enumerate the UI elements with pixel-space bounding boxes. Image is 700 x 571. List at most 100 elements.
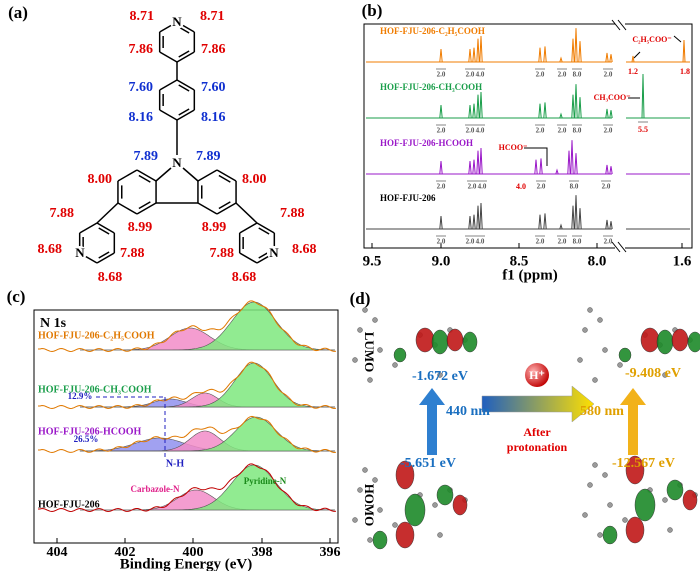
arrow-text: After — [523, 425, 551, 439]
xps-trace — [38, 361, 337, 410]
atom — [377, 347, 383, 353]
xps-trace — [38, 300, 337, 353]
atom — [392, 522, 398, 528]
atom — [357, 327, 363, 333]
orbital-lobe — [395, 460, 415, 490]
integral-label: 8.0 — [573, 238, 582, 246]
break-mark — [611, 241, 621, 253]
annotation: 12.9% — [68, 391, 93, 401]
x-tick-label: 9.0 — [432, 253, 451, 269]
trace-name: HOF-FJU-206-CH₃COOH — [380, 82, 482, 92]
chemical-shift: 7.88 — [280, 206, 305, 221]
ring-bond — [216, 169, 237, 182]
x-tick-label: 8.0 — [588, 253, 607, 269]
orbital-lobe — [687, 331, 700, 353]
orbital-lobe — [446, 328, 464, 352]
chemical-shift: 7.88 — [210, 246, 235, 261]
annotation: 1.2 — [628, 67, 638, 76]
ring-bond — [159, 79, 178, 91]
ring-bond — [117, 169, 138, 182]
atom — [352, 357, 358, 363]
orbital-lobe — [666, 479, 684, 501]
integral-label: 2.0 — [466, 71, 475, 79]
integral-label: 2.0 — [466, 238, 475, 246]
axis-break — [615, 20, 625, 252]
x-tick-label: 398 — [252, 545, 273, 560]
chemical-shift: 8.16 — [201, 110, 226, 125]
atom — [432, 502, 438, 508]
break-mark — [617, 241, 627, 253]
chemical-shift: 7.89 — [134, 149, 159, 164]
ring-bond — [136, 202, 157, 215]
annotation: N-H — [166, 458, 185, 469]
chemical-shift: 8.68 — [292, 242, 317, 257]
orbital-label: LUMO — [362, 332, 377, 372]
annotation: Carbazole-N — [131, 484, 180, 494]
atom — [597, 532, 603, 538]
annotation: 26.5% — [74, 434, 99, 444]
ring-bond — [216, 202, 237, 215]
integral-label: 2.0 — [558, 71, 567, 79]
chemical-shift: 8.00 — [242, 172, 267, 187]
integral-label: 2.0 — [558, 127, 567, 135]
chemical-shift: 8.68 — [232, 270, 257, 285]
integral-label: 2.0 — [558, 238, 567, 246]
integral-label: 2.0 — [602, 183, 611, 191]
integral-label: 2.0 — [536, 71, 545, 79]
integral-label: 2.0 — [437, 238, 446, 246]
atom — [602, 347, 608, 353]
atom — [437, 532, 443, 538]
atom — [367, 537, 373, 543]
panel-label: (b) — [362, 1, 383, 20]
chemical-shift: 8.00 — [88, 172, 113, 187]
atom — [602, 472, 608, 478]
atom — [582, 512, 588, 518]
integral-label: 2.0 — [604, 71, 613, 79]
ring-bond — [239, 252, 258, 264]
chemical-shift: 7.89 — [196, 149, 221, 164]
double-bond — [178, 84, 190, 92]
atom — [587, 482, 593, 488]
plot-frame — [363, 23, 693, 249]
bond — [182, 167, 199, 182]
orbital-lobe — [634, 488, 656, 522]
orbital-lobe — [395, 521, 415, 549]
atom-label: N — [75, 245, 85, 260]
annotation: 1.8 — [680, 67, 690, 76]
integral-label: 2.0 — [604, 238, 613, 246]
orbital-lobe — [372, 530, 388, 550]
chemical-shift: 8.68 — [98, 270, 123, 285]
panel-label: (c) — [7, 287, 26, 306]
xps-trace — [38, 463, 337, 513]
orbital-lobe — [682, 489, 698, 511]
x-axis-label: Binding Energy (eV) — [120, 556, 253, 571]
orbital-lobe — [452, 494, 468, 516]
nmr-trace — [366, 84, 613, 119]
orbital-lobe — [602, 525, 618, 545]
integral-label: 2.0 — [536, 127, 545, 135]
nmr-trace — [366, 195, 613, 230]
bond — [96, 202, 119, 224]
atom — [587, 307, 593, 313]
orbital-lobe — [462, 331, 478, 353]
xps-trace — [38, 415, 337, 454]
orbital-lobe — [415, 327, 435, 353]
atom — [582, 327, 588, 333]
ring-bond — [197, 202, 218, 215]
annotation: 5.5 — [638, 125, 648, 134]
nmr-trace — [366, 140, 613, 175]
transition-arrow — [419, 388, 445, 455]
ring-bond — [96, 252, 115, 264]
chemical-shift: 7.60 — [129, 80, 154, 95]
x-axis-label: f1 (ppm) — [502, 267, 557, 283]
orbital-lobe — [404, 493, 426, 527]
integral-label: 2.0 — [604, 127, 613, 135]
annotation: C₂H₅COO⁻ — [632, 35, 671, 44]
energy-label: -12.567 eV — [612, 456, 675, 471]
atom — [662, 497, 668, 503]
atom — [662, 372, 668, 378]
gap-label: 440 nm — [446, 404, 490, 419]
ring-bond — [117, 202, 138, 215]
